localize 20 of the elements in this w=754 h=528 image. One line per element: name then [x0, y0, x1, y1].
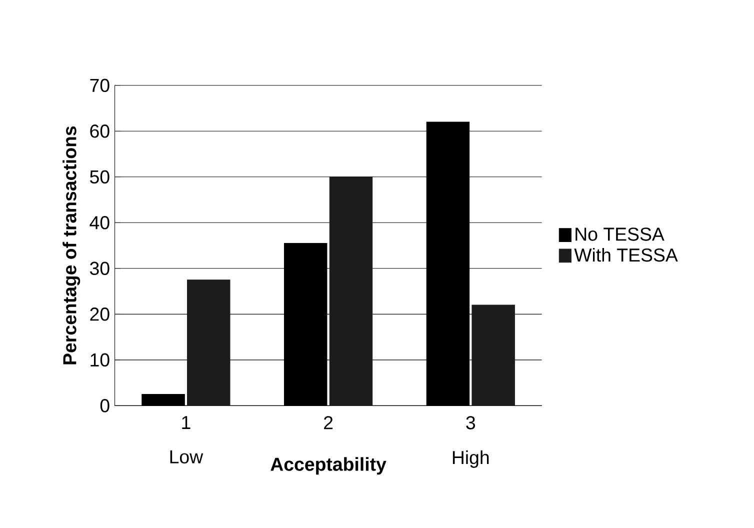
text: High: [452, 450, 489, 468]
y-tick-label: 40: [90, 216, 110, 230]
legend-label: With TESSA: [574, 248, 678, 262]
legend-label: No TESSA: [576, 227, 664, 241]
y-tick-label: 50: [90, 170, 110, 184]
x-tick-label: 2: [324, 416, 333, 429]
y-axis-title: Percentage of transactions: [62, 126, 80, 364]
text: Low: [170, 450, 204, 464]
y-tick-label: 0: [100, 398, 110, 412]
bar: [187, 279, 230, 406]
y-tick-label: 60: [90, 124, 110, 138]
x-tick-label: 1: [182, 416, 190, 429]
y-tick-label: 30: [90, 262, 110, 275]
x-tick-label: 3: [466, 416, 476, 430]
bar: [329, 176, 373, 406]
x-axis-title: Acceptability: [270, 456, 386, 474]
y-tick-label: 20: [90, 307, 110, 321]
y-tick-label: 70: [90, 78, 110, 92]
bar: [472, 304, 515, 406]
y-tick-label: 10: [90, 353, 110, 366]
